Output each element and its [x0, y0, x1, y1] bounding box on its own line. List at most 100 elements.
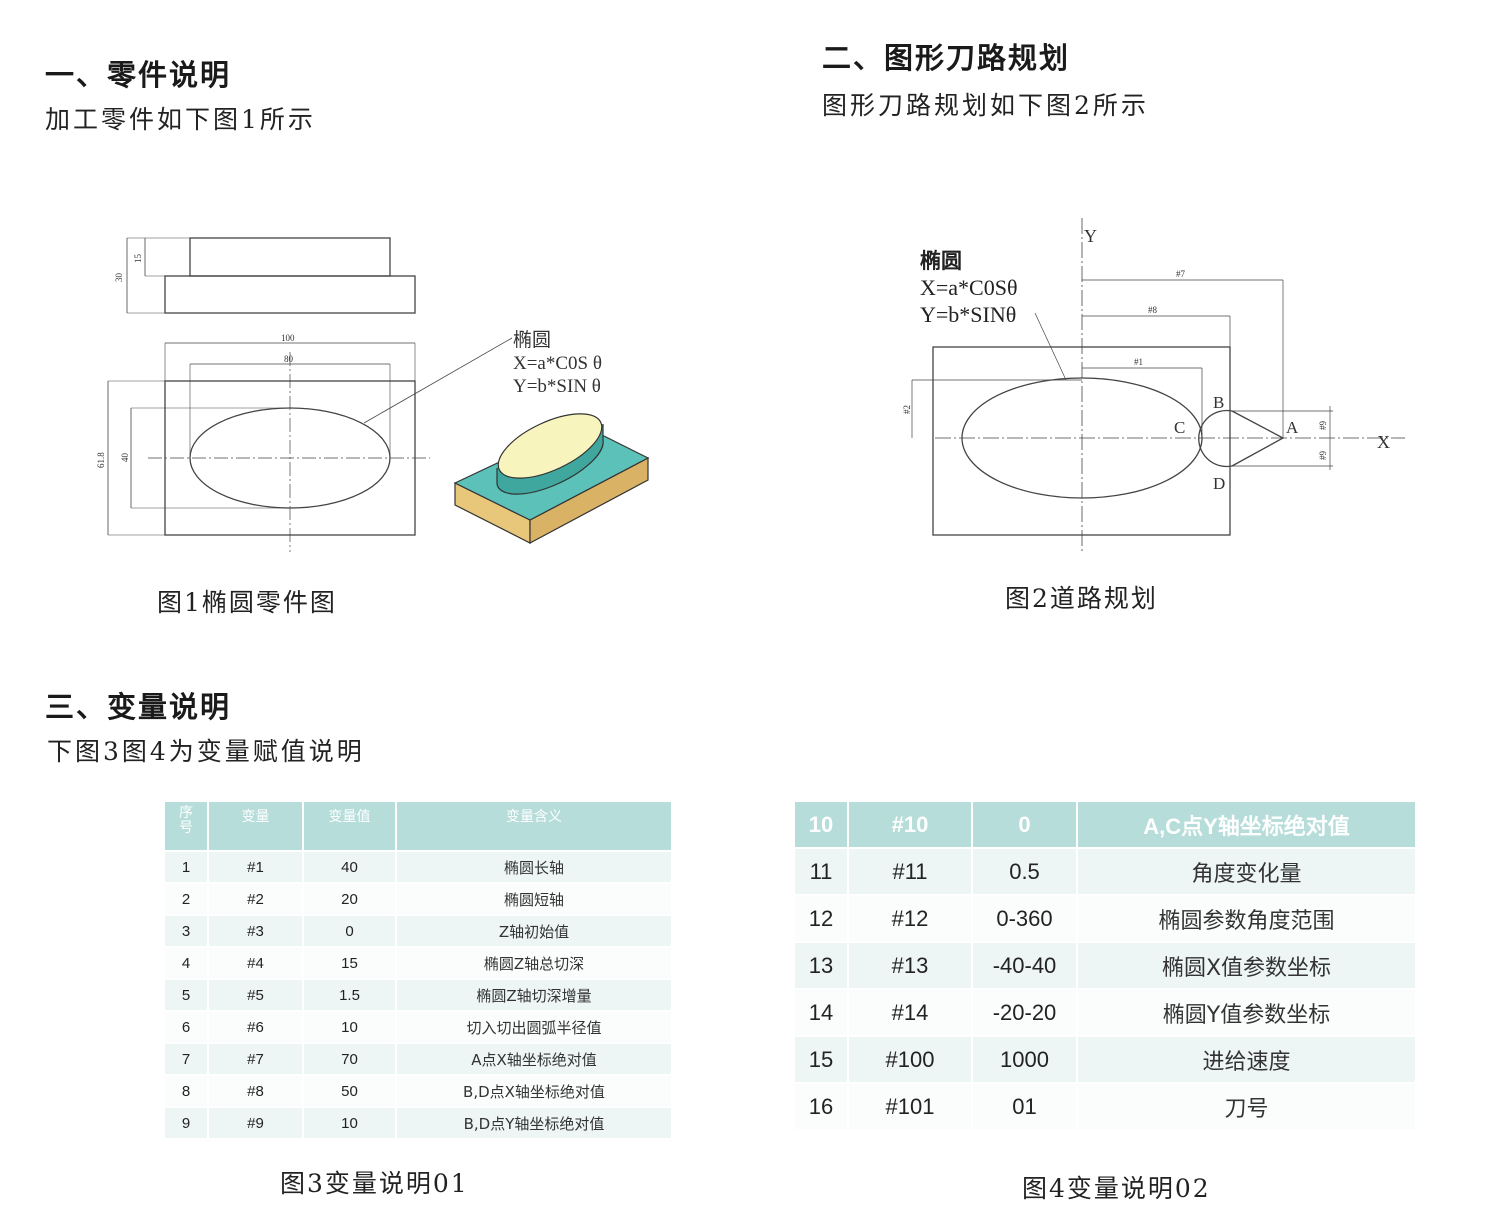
cell-variable: #9 — [208, 1107, 304, 1140]
cell-index: 3 — [165, 915, 209, 948]
cell-index: 13 — [795, 942, 849, 990]
table-row: 5 #5 1.5 椭圆Z轴切深增量 — [165, 979, 673, 1012]
cell-variable: #4 — [208, 947, 304, 980]
dim-9-upper: #9 — [1318, 421, 1328, 431]
table-row: 15 #100 1000 进给速度 — [795, 1036, 1417, 1084]
part-3d-view — [453, 413, 650, 545]
cell-meaning: A点X轴坐标绝对值 — [396, 1043, 673, 1076]
header-index: 序号 — [165, 802, 209, 852]
variable-table-2: 10 #10 0 A,C点Y轴坐标绝对值 11 #11 0.5 角度变化量 12 #12 0… — [795, 802, 1417, 1131]
cell-variable: #13 — [848, 942, 973, 990]
cell-index: 7 — [165, 1043, 209, 1076]
section2-subtitle: 图形刀路规划如下图2所示 — [822, 91, 1149, 120]
figure1-part-drawing: 30 15 100 80 61.8 40 椭圆 X=a*C0S θ Y=b*SI… — [96, 237, 650, 552]
cell-meaning: 刀号 — [1077, 1083, 1417, 1131]
cell-meaning: 进给速度 — [1077, 1036, 1417, 1084]
point-d-label: D — [1213, 474, 1225, 493]
table-row: 1 #1 40 椭圆长轴 — [165, 851, 673, 884]
point-c-label: C — [1174, 418, 1185, 437]
figure4-caption: 图4变量说明02 — [1022, 1174, 1211, 1203]
cell-variable: #3 — [208, 915, 304, 948]
cell-variable: #6 — [208, 1011, 304, 1044]
table-row: 12 #12 0-360 椭圆参数角度范围 — [795, 895, 1417, 943]
header-index: 10 — [795, 802, 849, 849]
header-variable: 变量 — [208, 802, 304, 852]
dim-9-lower: #9 — [1318, 451, 1328, 461]
figure2-caption: 图2道路规划 — [1005, 584, 1158, 613]
figure1-caption: 图1椭圆零件图 — [157, 588, 337, 617]
cell-variable: #2 — [208, 883, 304, 916]
table-header: 10 #10 0 A,C点Y轴坐标绝对值 — [795, 802, 1417, 849]
cell-value: 0-360 — [972, 895, 1078, 943]
cell-variable: #101 — [848, 1083, 973, 1131]
cell-index: 15 — [795, 1036, 849, 1084]
table-row: 8 #8 50 B,D点X轴坐标绝对值 — [165, 1075, 673, 1108]
axis-x-label: X — [1377, 432, 1390, 452]
cell-index: 1 — [165, 851, 209, 884]
header-value: 变量值 — [303, 802, 397, 852]
point-b-label: B — [1213, 393, 1224, 412]
cell-index: 12 — [795, 895, 849, 943]
cell-meaning: 椭圆参数角度范围 — [1077, 895, 1417, 943]
section1-heading: 一、零件说明 — [45, 58, 232, 92]
table-row: 4 #4 15 椭圆Z轴总切深 — [165, 947, 673, 980]
cell-index: 4 — [165, 947, 209, 980]
axis-y-label: Y — [1084, 226, 1097, 246]
cell-index: 2 — [165, 883, 209, 916]
cell-variable: #12 — [848, 895, 973, 943]
ellipse-label: 椭圆 — [513, 329, 551, 351]
table-header: 序号 变量 变量值 变量含义 — [165, 802, 673, 852]
dim-40: 40 — [120, 453, 130, 463]
section1-subtitle: 加工零件如下图1所示 — [45, 105, 316, 134]
figure2-toolpath-drawing: Y X #7 #8 #1 #2 #9 #9 A B C D 椭圆 X=a*C0S… — [902, 218, 1405, 552]
cell-value: 0 — [303, 915, 397, 948]
cell-meaning: 椭圆短轴 — [396, 883, 673, 916]
cell-meaning: 椭圆Z轴总切深 — [396, 947, 673, 980]
cell-variable: #11 — [848, 848, 973, 896]
dim-80: 80 — [284, 354, 294, 364]
variable-table-1: 序号 变量 变量值 变量含义 1 #1 40 椭圆长轴 2 #2 20 椭圆短轴 3 #3 0 Z轴初… — [165, 802, 673, 1140]
cell-index: 9 — [165, 1107, 209, 1140]
ellipse-label-2: 椭圆 — [920, 249, 962, 273]
header-meaning: A,C点Y轴坐标绝对值 — [1077, 802, 1417, 849]
section2-heading: 二、图形刀路规划 — [822, 41, 1071, 75]
table-row: 3 #3 0 Z轴初始值 — [165, 915, 673, 948]
cell-value: 70 — [303, 1043, 397, 1076]
cell-value: 0.5 — [972, 848, 1078, 896]
cell-meaning: Z轴初始值 — [396, 915, 673, 948]
section3-subtitle: 下图3图4为变量赋值说明 — [47, 737, 365, 766]
cell-meaning: 椭圆Z轴切深增量 — [396, 979, 673, 1012]
cell-meaning: B,D点Y轴坐标绝对值 — [396, 1107, 673, 1140]
header-meaning: 变量含义 — [396, 802, 673, 852]
cell-meaning: 椭圆Y值参数坐标 — [1077, 989, 1417, 1037]
cell-meaning: 椭圆X值参数坐标 — [1077, 942, 1417, 990]
table-row: 2 #2 20 椭圆短轴 — [165, 883, 673, 916]
cell-meaning: 切入切出圆弧半径值 — [396, 1011, 673, 1044]
formula-y: Y=b*SIN θ — [513, 376, 601, 397]
cell-variable: #5 — [208, 979, 304, 1012]
dim-30: 30 — [114, 273, 124, 283]
table-row: 16 #101 01 刀号 — [795, 1083, 1417, 1131]
cell-value: 15 — [303, 947, 397, 980]
cell-index: 16 — [795, 1083, 849, 1131]
dim-15: 15 — [133, 254, 143, 264]
cell-index: 8 — [165, 1075, 209, 1108]
cell-value: -40-40 — [972, 942, 1078, 990]
cell-variable: #14 — [848, 989, 973, 1037]
cell-variable: #8 — [208, 1075, 304, 1108]
formula-x-2: X=a*C0Sθ — [920, 275, 1018, 300]
section3-heading: 三、变量说明 — [45, 690, 232, 724]
header-value: 0 — [972, 802, 1078, 849]
header-variable: #10 — [848, 802, 973, 849]
cell-index: 5 — [165, 979, 209, 1012]
cell-value: 40 — [303, 851, 397, 884]
cell-value: 10 — [303, 1011, 397, 1044]
cell-meaning: B,D点X轴坐标绝对值 — [396, 1075, 673, 1108]
table-row: 14 #14 -20-20 椭圆Y值参数坐标 — [795, 989, 1417, 1037]
table-row: 11 #11 0.5 角度变化量 — [795, 848, 1417, 896]
dim-2: #2 — [902, 405, 912, 414]
cell-value: 20 — [303, 883, 397, 916]
point-a-label: A — [1286, 418, 1299, 437]
